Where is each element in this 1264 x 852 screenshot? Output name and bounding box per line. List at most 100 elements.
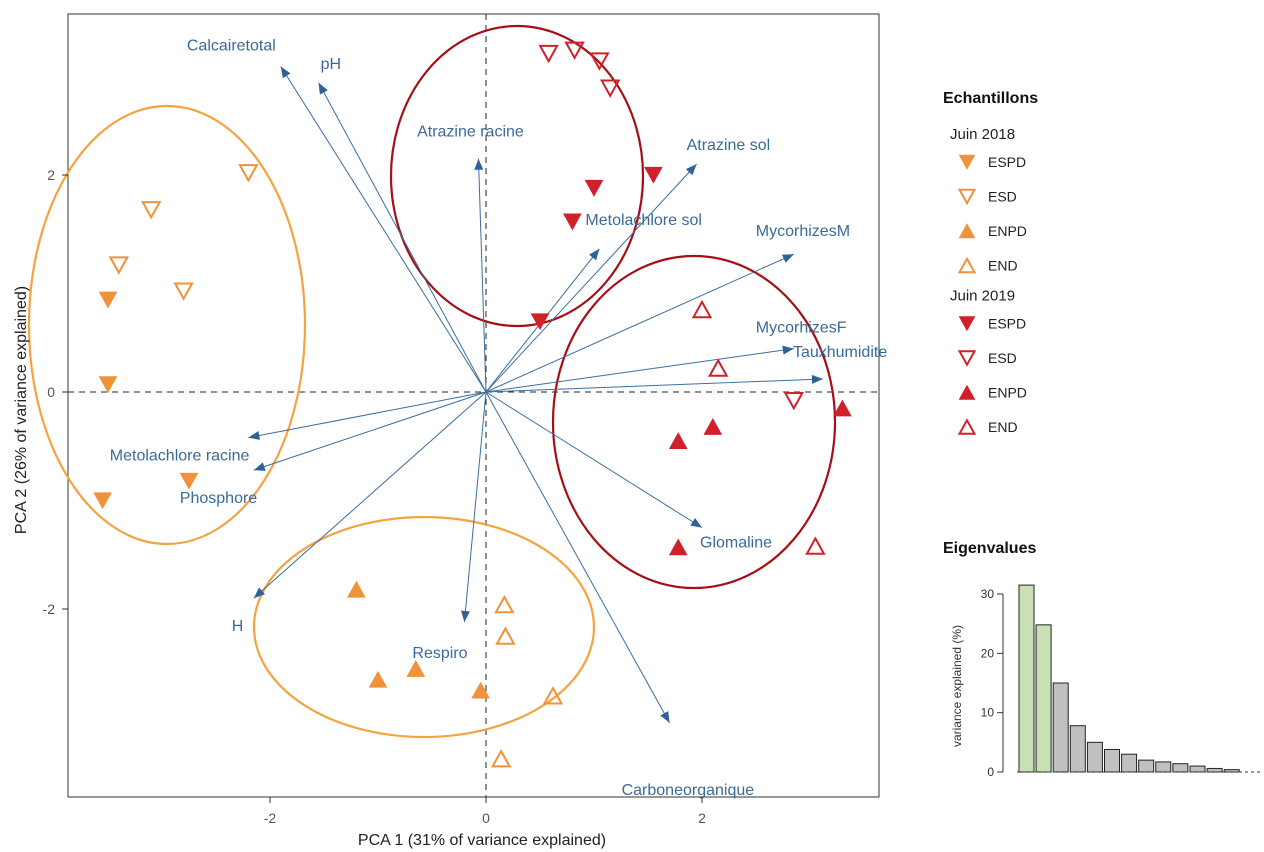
arrow-atrazine-sol xyxy=(485,163,697,393)
y-tick-label: -2 xyxy=(43,601,56,617)
x-axis-title: PCA 1 (31% of variance explained) xyxy=(358,832,606,849)
legend-label-juin-2019-enpd: ENPD xyxy=(988,385,1027,401)
legend-group-juin-2018: Juin 2018 xyxy=(950,126,1015,143)
plot-panel xyxy=(67,13,880,798)
eigen-y-tick-label: 0 xyxy=(987,765,994,779)
point-juin-2019-espd-1 xyxy=(584,179,604,197)
point-juin-2019-end-3 xyxy=(805,536,826,555)
arrowhead-atrazine-sol xyxy=(685,164,697,176)
point-juin-2019-espd-4 xyxy=(530,313,550,331)
arrow-glomaline xyxy=(485,391,703,529)
point-juin-2019-end-2 xyxy=(708,358,729,377)
point-juin-2019-enpd-4 xyxy=(668,538,688,556)
arrowhead-respiro xyxy=(460,610,470,623)
eigen-y-title: variance explained (%) xyxy=(950,625,964,747)
ellipse-2018-s xyxy=(27,104,307,546)
arrow-respiro xyxy=(463,391,487,623)
legend-marker-juin-2019-end xyxy=(957,418,977,435)
eigen-title: Eigenvalues xyxy=(943,540,1036,557)
ellipse-2019-s xyxy=(389,24,645,328)
arrowhead-mycorhizesf xyxy=(782,345,794,355)
eigen-bar-7 xyxy=(1121,753,1138,773)
arrowhead-metolachlore-racine xyxy=(248,431,261,440)
legend-label-juin-2018-enpd: ENPD xyxy=(988,223,1027,239)
legend-marker-juin-2018-esd xyxy=(957,188,977,206)
pca-biplot: Calcairetotal pH Atrazine racine Atrazine s… xyxy=(13,13,888,849)
label-atrazine-racine: Atrazine racine xyxy=(417,124,524,141)
point-juin-2018-espd-1 xyxy=(98,291,118,309)
arrowhead-atrazine-racine xyxy=(474,158,484,170)
eigen-bar-12 xyxy=(1206,767,1223,773)
point-juin-2018-esd-3 xyxy=(108,256,129,275)
arrow-atrazine-racine xyxy=(477,158,487,393)
label-tauxhumidite: Tauxhumidite xyxy=(793,344,887,361)
eigen-y-tick-label: 20 xyxy=(981,646,995,660)
ellipse-2018-n xyxy=(252,515,596,739)
arrowhead-carboneorganique xyxy=(660,711,670,723)
point-juin-2019-espd-2 xyxy=(644,166,663,184)
eigen-bar-11 xyxy=(1189,765,1206,773)
legend-group-juin-2019: Juin 2019 xyxy=(950,288,1015,305)
y-tick-label: 0 xyxy=(47,384,55,400)
variable-labels: Calcairetotal pH Atrazine racine Atrazine s… xyxy=(110,38,888,799)
arrowhead-h xyxy=(253,587,266,599)
y-axis-ticks: -2 0 2 xyxy=(43,167,68,617)
point-juin-2019-end-1 xyxy=(691,299,713,319)
legend-marker-juin-2018-end xyxy=(957,256,977,274)
label-h: H xyxy=(232,618,244,635)
point-juin-2019-enpd-3 xyxy=(833,399,852,417)
label-carboneorganique: Carboneorganique xyxy=(622,782,755,799)
point-juin-2018-espd-3 xyxy=(93,492,112,510)
eigen-bar-5 xyxy=(1086,741,1103,773)
arrowhead-calcairetotal xyxy=(280,66,291,79)
point-juin-2018-espd-2 xyxy=(98,376,118,394)
point-juin-2018-esd-2 xyxy=(141,201,162,220)
x-axis-ticks: -2 0 2 xyxy=(264,797,706,826)
arrowhead-tauxhumidite xyxy=(811,374,823,384)
arrowhead-mycorhizesm xyxy=(781,254,794,263)
label-ph: pH xyxy=(321,56,341,73)
x-tick-label: 2 xyxy=(698,810,706,826)
point-juin-2018-enpd-3 xyxy=(406,659,426,677)
label-mycorhizesf: MycorhizesF xyxy=(756,320,847,337)
point-juin-2019-enpd-2 xyxy=(703,418,723,435)
eigen-bar-6 xyxy=(1104,748,1120,773)
arrow-carboneorganique xyxy=(485,391,671,724)
x-tick-label: 0 xyxy=(482,810,490,826)
arrow-mycorhizesm xyxy=(485,253,795,393)
point-juin-2018-enpd-1 xyxy=(347,580,366,598)
legend-label-juin-2019-end: END xyxy=(988,419,1018,435)
label-atrazine-sol: Atrazine sol xyxy=(687,137,771,154)
point-juin-2019-esd-1 xyxy=(538,44,559,64)
variable-arrows xyxy=(248,66,823,724)
eigen-bar-10 xyxy=(1172,763,1189,773)
legend-label-juin-2018-espd: ESPD xyxy=(988,154,1026,170)
eigen-y-tick-label: 30 xyxy=(981,587,995,601)
point-juin-2018-end-4 xyxy=(490,749,512,768)
arrow-mycorhizesf xyxy=(485,348,794,393)
point-juin-2018-end-3 xyxy=(542,686,564,705)
eigen-bar-4 xyxy=(1069,725,1086,773)
legend-marker-juin-2018-espd xyxy=(958,154,976,170)
x-tick-label: -2 xyxy=(264,810,277,826)
point-juin-2019-enpd-1 xyxy=(668,432,688,449)
eigen-bar-2 xyxy=(1035,624,1052,773)
arrow-tauxhumidite xyxy=(485,378,823,393)
ellipse-2019-n xyxy=(551,254,837,590)
label-phosphore: Phosphore xyxy=(180,490,257,507)
sample-points xyxy=(93,41,852,768)
point-juin-2018-enpd-4 xyxy=(471,681,490,699)
legend-marker-juin-2019-espd xyxy=(958,316,976,332)
label-respiro: Respiro xyxy=(412,645,467,662)
eigen-bar-13 xyxy=(1223,769,1240,773)
point-juin-2018-enpd-2 xyxy=(368,670,388,688)
eigen-bar-8 xyxy=(1138,759,1155,773)
point-juin-2018-end-2 xyxy=(495,626,516,645)
arrow-metolachlore-racine xyxy=(248,391,487,439)
legend-label-juin-2019-espd: ESPD xyxy=(988,316,1026,332)
eigen-bar-9 xyxy=(1155,761,1172,773)
point-juin-2019-esd-4 xyxy=(600,79,621,98)
point-juin-2018-esd-1 xyxy=(238,164,259,183)
arrow-phosphore xyxy=(253,391,487,471)
